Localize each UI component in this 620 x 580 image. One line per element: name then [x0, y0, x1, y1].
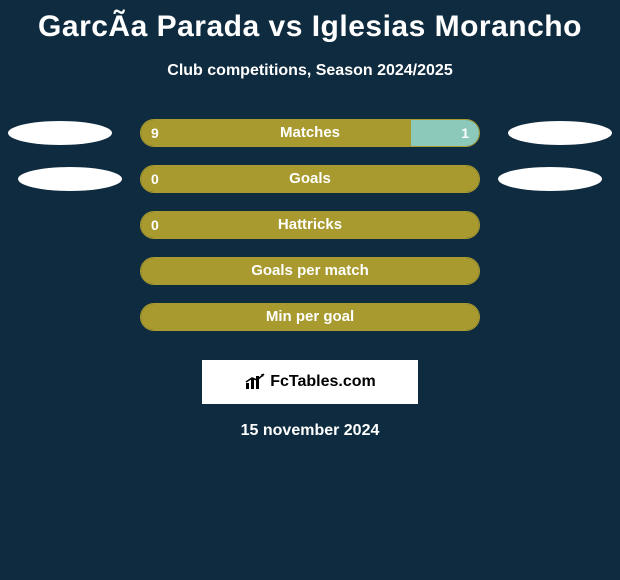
player-left-marker — [8, 121, 112, 145]
player-right-marker — [508, 121, 612, 145]
stat-left-value: 0 — [151, 217, 159, 233]
stat-row: 0Goals — [0, 156, 620, 202]
stat-bar: 91Matches — [140, 119, 480, 147]
stat-bar-right: 1 — [411, 120, 479, 146]
comparison-chart: 91Matches0Goals0HattricksGoals per match… — [0, 110, 620, 340]
logo-box: FcTables.com — [202, 360, 418, 404]
bar-chart-icon — [244, 373, 266, 391]
stat-bar-left — [141, 258, 479, 284]
stat-row: Goals per match — [0, 248, 620, 294]
stat-left-value: 9 — [151, 125, 159, 141]
page-title: GarcÃ­a Parada vs Iglesias Morancho — [0, 0, 620, 44]
fctables-logo: FcTables.com — [244, 373, 376, 391]
logo-text: FcTables.com — [270, 373, 376, 391]
player-right-marker — [498, 167, 602, 191]
player-left-marker — [18, 167, 122, 191]
date-label: 15 november 2024 — [0, 422, 620, 440]
stat-bar-left — [141, 304, 479, 330]
stat-bar-left: 0 — [141, 166, 479, 192]
page-subtitle: Club competitions, Season 2024/2025 — [0, 62, 620, 80]
stat-left-value: 0 — [151, 171, 159, 187]
stat-row: 91Matches — [0, 110, 620, 156]
stat-bar: 0Hattricks — [140, 211, 480, 239]
stat-right-value: 1 — [461, 125, 469, 141]
stat-bar: 0Goals — [140, 165, 480, 193]
stat-bar-left: 0 — [141, 212, 479, 238]
stat-row: 0Hattricks — [0, 202, 620, 248]
stat-bar: Goals per match — [140, 257, 480, 285]
stat-row: Min per goal — [0, 294, 620, 340]
stat-bar-left: 9 — [141, 120, 411, 146]
stat-bar: Min per goal — [140, 303, 480, 331]
